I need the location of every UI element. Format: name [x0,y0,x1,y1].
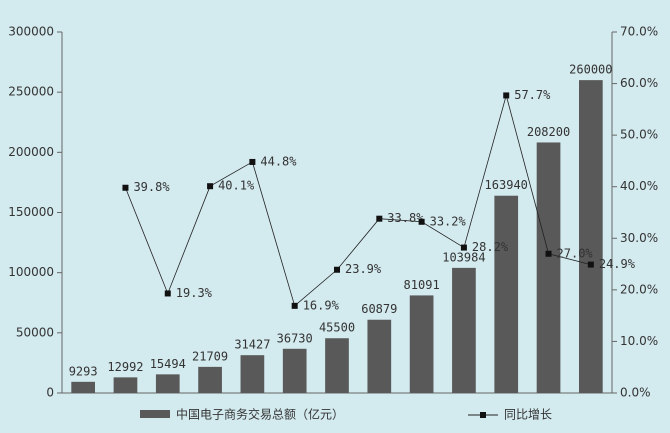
legend-label: 同比增长 [504,408,552,422]
y-tick-label: 300000 [8,25,54,39]
bar-value-label: 9293 [69,364,98,378]
bar [113,377,138,393]
growth-line [125,93,591,307]
bar-value-label: 15494 [150,357,186,371]
growth-label: 23.9% [345,262,382,276]
bar-value-label: 163940 [485,178,528,192]
growth-marker [207,183,214,190]
bar [240,355,265,393]
bar [536,142,561,393]
growth-marker [164,290,171,297]
y2-tick-label: 60.0% [620,76,658,90]
growth-marker [334,266,340,273]
growth-label: 33.8% [387,211,424,225]
y-tick-label: 50000 [16,325,54,339]
bar [282,348,307,393]
bar [367,319,392,393]
growth-label: 28.2% [472,240,509,254]
y2-tick-label: 40.0% [620,179,658,193]
y2-tick-label: 50.0% [620,128,658,142]
growth-marker [249,158,256,165]
bar [494,195,519,393]
bar-value-label: 260000 [569,63,612,77]
growth-marker [587,261,594,268]
y-tick-label: 200000 [8,145,54,159]
bar [325,338,349,393]
legend-label: 中国电子商务交易总额（亿元） [176,407,344,422]
bar-value-label: 103984 [442,250,485,264]
growth-marker [291,302,298,309]
growth-label: 27.0% [557,246,594,260]
y2-tick-label: 20.0% [620,282,658,296]
bar [579,80,603,393]
growth-label: 44.8% [260,154,297,168]
growth-label: 24.9% [599,257,636,271]
growth-label: 57.7% [514,88,551,102]
bar-value-label: 12992 [107,360,143,374]
bar-value-label: 45500 [319,321,355,335]
growth-marker [503,92,510,99]
bar [409,295,434,393]
legend-marker [480,412,486,418]
y-tick-label: 150000 [8,205,54,219]
bar [71,381,95,393]
legend-swatch [140,410,170,418]
bar [155,374,180,393]
bar-value-label: 21709 [192,349,228,363]
y2-tick-label: 30.0% [620,231,658,245]
growth-marker [376,215,383,222]
y2-tick-label: 0.0% [620,386,651,400]
growth-label: 39.8% [133,180,170,194]
growth-label: 19.3% [176,286,213,300]
y-tick-label: 0 [46,386,54,400]
growth-marker [460,244,467,251]
bar-value-label: 60879 [361,302,397,316]
y2-tick-label: 70.0% [620,25,658,39]
bar-value-label: 208200 [527,125,570,139]
growth-marker [545,250,552,257]
bar [198,366,222,393]
y2-tick-label: 10.0% [620,334,658,348]
growth-marker [418,218,425,225]
bar-value-label: 36730 [277,331,313,345]
y-tick-label: 250000 [8,85,54,99]
bar-value-label: 31427 [234,338,270,352]
y-tick-label: 100000 [8,265,54,279]
bar-value-label: 81091 [404,278,440,292]
growth-label: 33.2% [430,214,467,228]
growth-marker [122,184,129,191]
growth-label: 40.1% [218,179,255,193]
bar [452,267,476,393]
growth-label: 16.9% [303,298,340,312]
